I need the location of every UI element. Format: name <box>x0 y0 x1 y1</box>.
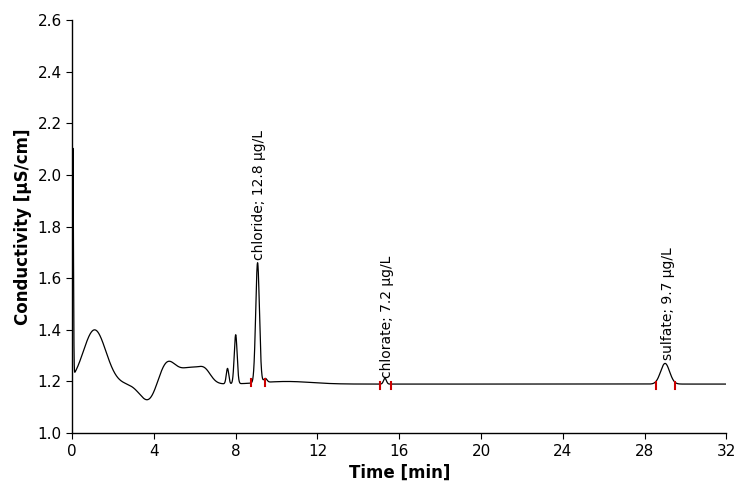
Text: sulfate; 9.7 μg/L: sulfate; 9.7 μg/L <box>662 247 675 360</box>
Y-axis label: Conductivity [μS/cm]: Conductivity [μS/cm] <box>14 128 32 325</box>
Text: chloride; 12.8 μg/L: chloride; 12.8 μg/L <box>252 130 266 260</box>
Text: chlorate; 7.2 μg/L: chlorate; 7.2 μg/L <box>380 255 394 377</box>
X-axis label: Time [min]: Time [min] <box>349 464 450 482</box>
